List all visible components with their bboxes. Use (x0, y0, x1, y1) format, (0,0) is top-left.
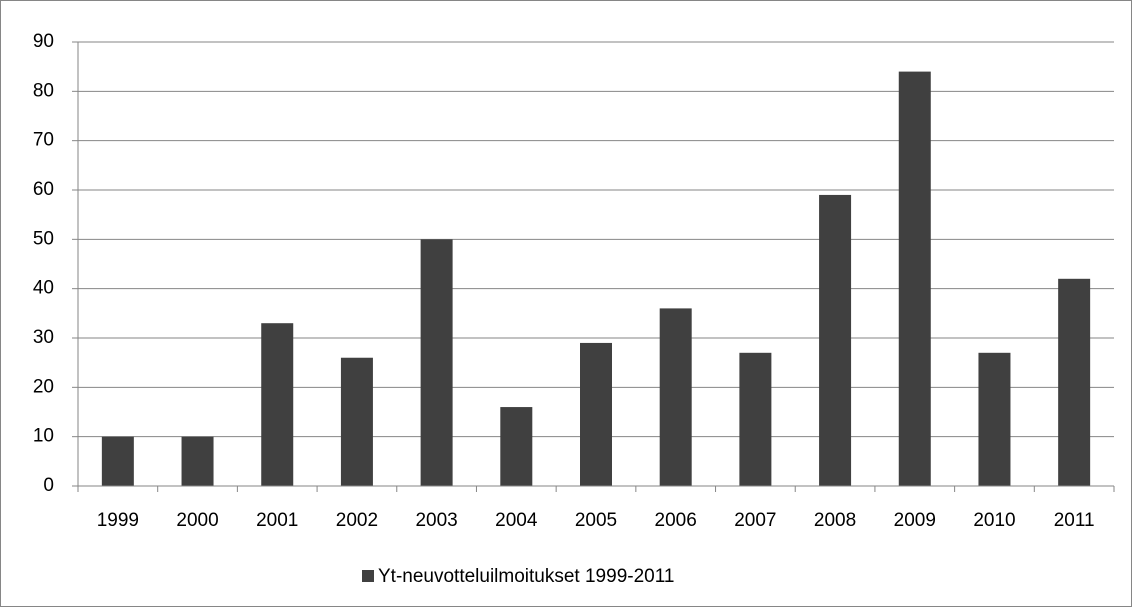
bar (819, 194, 852, 486)
bar (978, 352, 1011, 486)
x-tick-label: 2007 (734, 510, 776, 531)
y-tick-label: 20 (33, 376, 54, 397)
legend-swatch (362, 570, 374, 582)
y-tick-label: 30 (33, 327, 54, 348)
bar (500, 407, 533, 486)
x-tick-label: 2001 (256, 510, 298, 531)
y-tick-label: 10 (33, 426, 54, 447)
y-tick-label: 60 (33, 179, 54, 200)
bar (340, 357, 373, 486)
x-tick-label: 2009 (894, 510, 936, 531)
x-tick-label: 2011 (1054, 510, 1095, 531)
legend-label: Yt-neuvotteluilmoitukset 1999-2011 (378, 566, 674, 587)
x-tick-label: 2004 (495, 510, 538, 531)
bar (739, 352, 772, 486)
bar (420, 239, 453, 486)
bar (101, 436, 134, 486)
y-tick-label: 80 (33, 80, 54, 101)
bar (261, 323, 294, 486)
x-tick-label: 2000 (176, 510, 218, 531)
bar (181, 436, 214, 486)
bar (898, 71, 931, 486)
y-tick-label: 70 (33, 130, 54, 151)
x-tick-label: 2008 (814, 510, 856, 531)
bar (580, 342, 612, 486)
y-tick-label: 40 (33, 278, 54, 299)
y-tick-label: 90 (33, 31, 54, 52)
y-tick-label: 50 (33, 228, 54, 249)
x-tick-label: 2002 (336, 510, 378, 531)
bar (1058, 278, 1091, 486)
x-tick-label: 2005 (575, 510, 617, 531)
x-tick-label: 2006 (655, 510, 697, 531)
x-tick-label: 2010 (973, 510, 1015, 531)
x-tick-label: 1999 (97, 510, 139, 531)
x-tick-label: 2003 (415, 510, 457, 531)
y-tick-label: 0 (43, 475, 54, 496)
bar (659, 308, 692, 486)
